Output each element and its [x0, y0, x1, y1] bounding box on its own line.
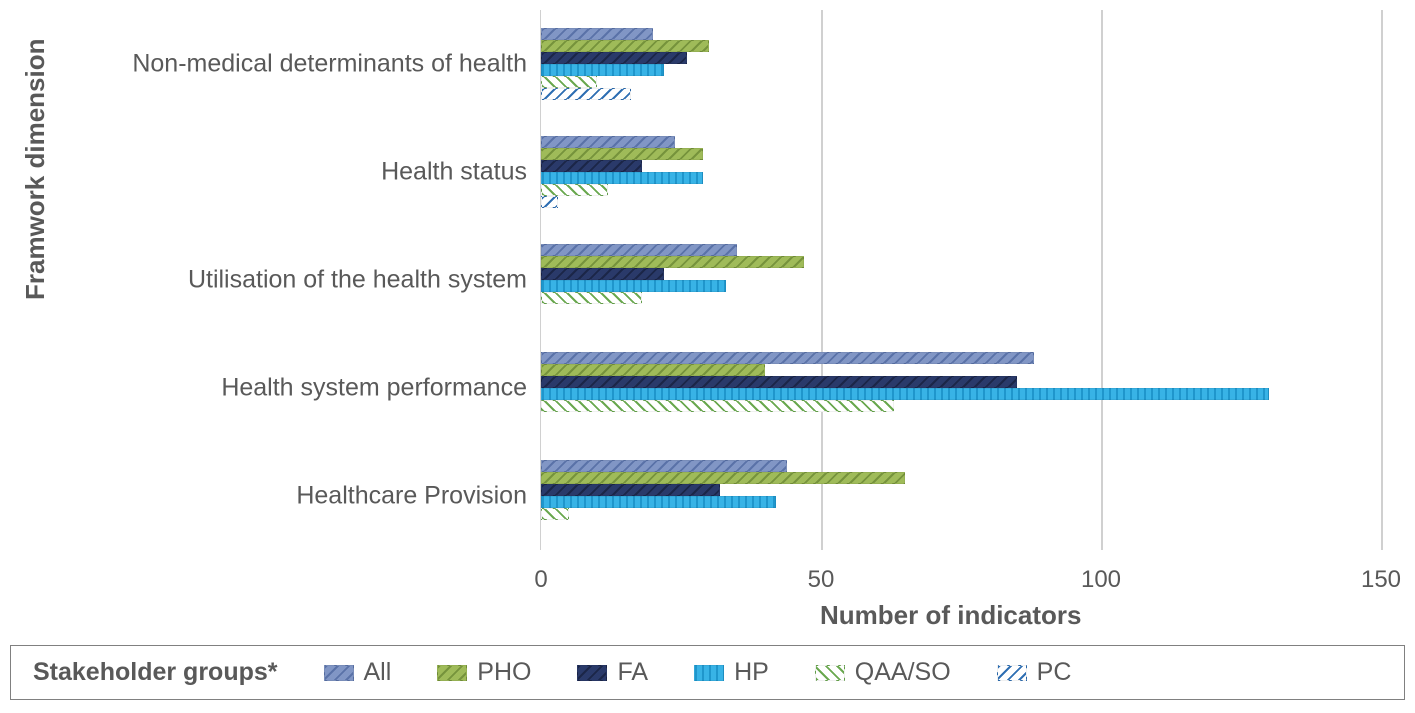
- x-tick-label: 50: [808, 566, 835, 594]
- legend-swatch: [437, 665, 467, 681]
- category-label: Health system performance: [221, 374, 541, 403]
- bar: [541, 136, 675, 148]
- legend-item: All: [324, 658, 392, 687]
- legend-swatch: [577, 665, 607, 681]
- bar: [541, 172, 703, 184]
- legend-swatch: [815, 665, 845, 681]
- bar: [541, 148, 703, 160]
- bar: [541, 292, 642, 304]
- category-group: Healthcare Provision: [541, 460, 1381, 532]
- bar: [541, 160, 642, 172]
- bar: [541, 472, 905, 484]
- legend-label: QAA/SO: [855, 658, 951, 687]
- chart-container: Framwork dimension Number of indicators …: [0, 0, 1415, 713]
- legend: Stakeholder groups* All PHO FA HP QAA/SO PC: [10, 645, 1405, 700]
- x-tick-label: 150: [1361, 566, 1401, 594]
- legend-label: PHO: [477, 658, 531, 687]
- bar: [541, 484, 720, 496]
- bar: [541, 508, 569, 520]
- category-group: Utilisation of the health system: [541, 244, 1381, 316]
- legend-item: PHO: [437, 658, 531, 687]
- legend-item: PC: [997, 658, 1072, 687]
- bar: [541, 244, 737, 256]
- legend-item: HP: [694, 658, 769, 687]
- gridline: [1381, 10, 1383, 550]
- category-label: Healthcare Provision: [296, 482, 541, 511]
- legend-label: HP: [734, 658, 769, 687]
- bar: [541, 196, 558, 208]
- bar: [541, 352, 1034, 364]
- x-tick-label: 0: [534, 566, 547, 594]
- bar: [541, 280, 726, 292]
- category-group: Non-medical determinants of health: [541, 28, 1381, 100]
- y-axis-title: Framwork dimension: [20, 39, 51, 301]
- bar: [541, 88, 631, 100]
- bar: [541, 400, 894, 412]
- legend-swatch: [324, 665, 354, 681]
- bar: [541, 28, 653, 40]
- legend-swatch: [694, 665, 724, 681]
- category-label: Non-medical determinants of health: [132, 50, 541, 79]
- legend-label: All: [364, 658, 392, 687]
- category-label: Health status: [381, 158, 541, 187]
- category-group: Health status: [541, 136, 1381, 208]
- bar: [541, 364, 765, 376]
- bar: [541, 256, 804, 268]
- bar: [541, 76, 597, 88]
- category-group: Health system performance: [541, 352, 1381, 424]
- legend-label: FA: [617, 658, 648, 687]
- bar: [541, 64, 664, 76]
- bar: [541, 52, 687, 64]
- bar: [541, 496, 776, 508]
- bar: [541, 40, 709, 52]
- x-axis-title: Number of indicators: [820, 600, 1081, 631]
- legend-item: QAA/SO: [815, 658, 951, 687]
- bar: [541, 376, 1017, 388]
- bar: [541, 388, 1269, 400]
- bar: [541, 184, 608, 196]
- legend-swatch: [997, 665, 1027, 681]
- legend-label: PC: [1037, 658, 1072, 687]
- legend-title: Stakeholder groups*: [33, 658, 278, 687]
- plot-area: 050100150Non-medical determinants of hea…: [540, 10, 1381, 550]
- bar: [541, 460, 787, 472]
- category-label: Utilisation of the health system: [188, 266, 541, 295]
- bar: [541, 268, 664, 280]
- legend-item: FA: [577, 658, 648, 687]
- x-tick-label: 100: [1081, 566, 1121, 594]
